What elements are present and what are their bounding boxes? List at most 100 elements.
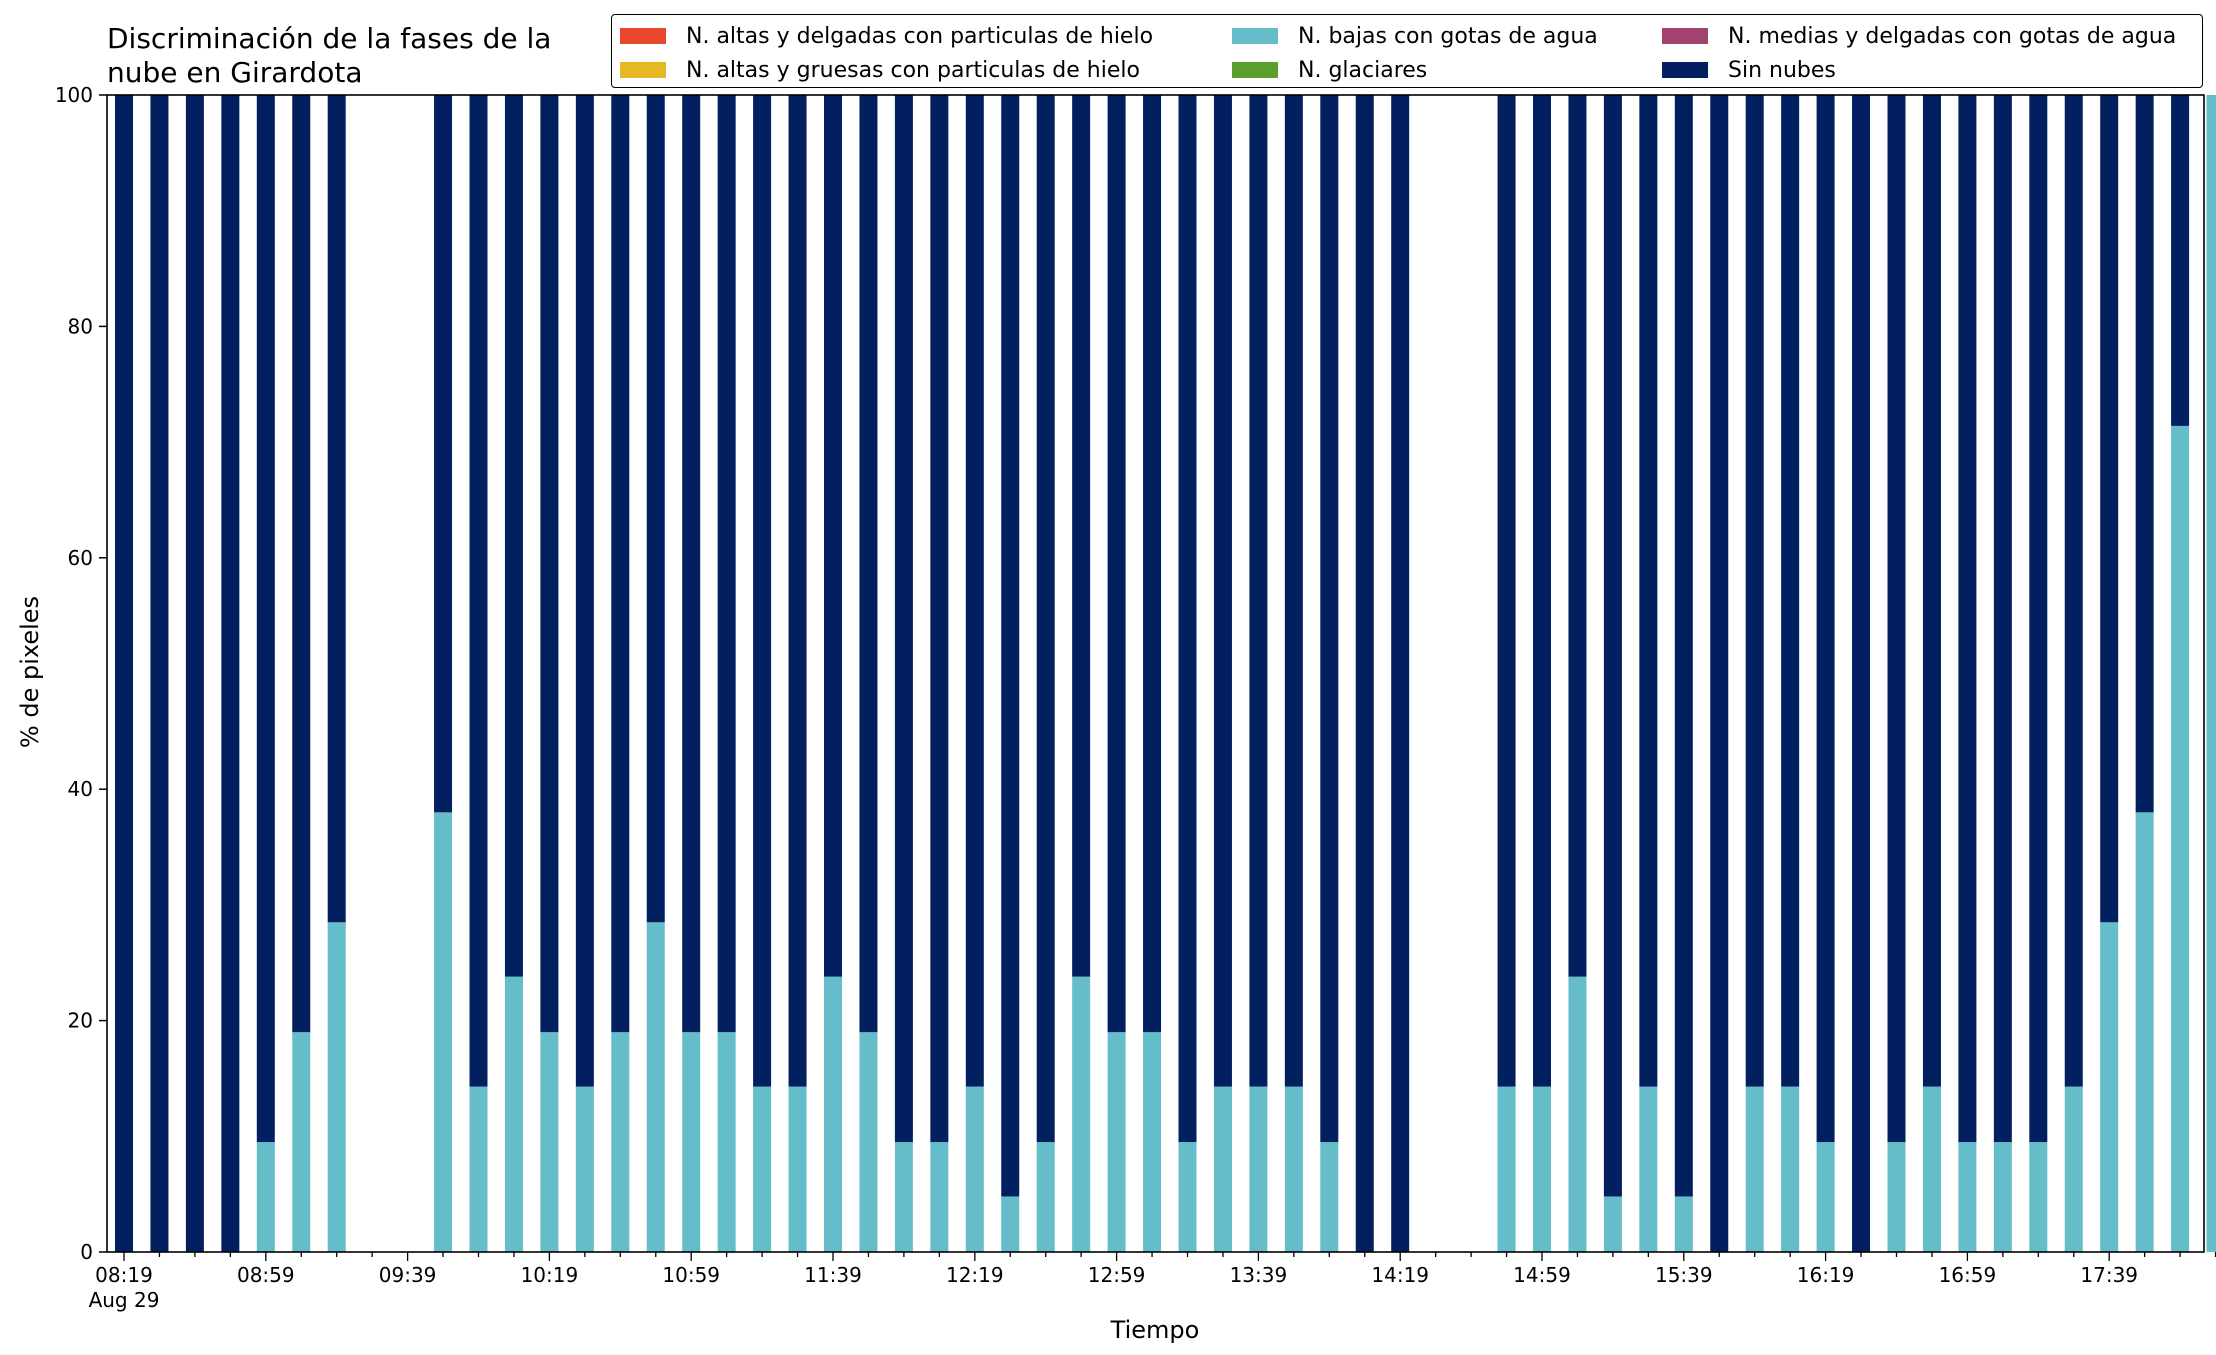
bar-segment-bajas [540,1032,559,1252]
bar-segment-sin-nubes [930,95,949,1143]
bar-segment-sin-nubes [540,95,559,1033]
chart-title-line-2: nube en Girardota [107,56,363,89]
bar-segment-sin-nubes [611,95,630,1033]
bar-segment-sin-nubes [1993,95,2012,1143]
bar-segment-sin-nubes [1178,95,1197,1143]
bar-segment-sin-nubes [894,95,913,1143]
x-tick-label: 15:39 [1655,1263,1713,1287]
bar-segment-sin-nubes [1816,95,1835,1143]
legend-item-glaciares: N. glaciares [1232,53,1662,87]
bar-segment-bajas [2206,95,2216,1252]
bar-segment-bajas [469,1086,488,1252]
bar-segment-bajas [575,1086,594,1252]
legend-label: Sin nubes [1728,57,1836,83]
legend-item-altas-gruesas: N. altas y gruesas con particulas de hie… [620,53,1232,87]
bar-segment-sin-nubes [1072,95,1091,977]
bar-segment-bajas [682,1032,701,1252]
bar-segment-bajas [1107,1032,1126,1252]
legend-swatch [1232,62,1278,78]
x-tick-label: 08:59 [237,1263,295,1287]
bar-segment-sin-nubes [1887,95,1906,1143]
x-tick-label: 16:19 [1797,1263,1855,1287]
bar-segment-sin-nubes [1143,95,1162,1033]
bar-segment-sin-nubes [1533,95,1551,1087]
x-tick-sublabel: Aug 29 [89,1288,160,1312]
bar-segment-sin-nubes [965,95,984,1087]
bar-segment-bajas [327,922,346,1252]
bar-segment-sin-nubes [434,95,453,813]
x-tick-label: 10:59 [662,1263,720,1287]
legend: N. altas y delgadas con particulas de hi… [611,14,2203,88]
bar-segment-sin-nubes [1391,95,1410,1252]
bar-segment-bajas [717,1032,736,1252]
bar-segment-bajas [930,1142,949,1252]
legend-swatch [620,28,666,44]
legend-item-altas-delgadas: N. altas y delgadas con particulas de hi… [620,19,1232,53]
y-tick-label: 40 [68,777,93,801]
bar-segment-bajas [1001,1196,1020,1252]
bar-segment-sin-nubes [824,95,842,977]
bar-segment-bajas [1568,976,1587,1252]
bar-segment-sin-nubes [717,95,736,1033]
legend-item-medias-delgadas: N. medias y delgadas con gotas de agua [1662,19,2202,53]
x-tick-label: 17:39 [2080,1263,2138,1287]
legend-label: N. bajas con gotas de agua [1298,23,1598,49]
y-axis: 0 20 40 60 80 100 [55,83,107,1264]
x-tick-label: 16:59 [1939,1263,1997,1287]
x-tick-label: 09:39 [379,1263,437,1287]
x-axis-label: Tiempo [1110,1316,1200,1344]
bar-segment-bajas [1781,1086,1800,1252]
bar-segment-bajas [1213,1086,1232,1252]
bar-segment-sin-nubes [1249,95,1268,1087]
legend-label: N. medias y delgadas con gotas de agua [1728,23,2177,49]
bar-segment-bajas [292,1032,311,1252]
bars-group [115,95,2216,1252]
legend-swatch [1232,28,1278,44]
legend-swatch [620,62,666,78]
bar-segment-bajas [1178,1142,1197,1252]
bar-segment-sin-nubes [2100,95,2119,923]
chart-title: Discriminación de la fases de la nube en… [107,22,627,90]
bar-segment-sin-nubes [1001,95,1020,1197]
bar-segment-sin-nubes [1355,95,1374,1252]
bar-segment-bajas [2171,425,2190,1252]
bar-segment-sin-nubes [2135,95,2154,813]
bar-segment-bajas [753,1086,772,1252]
bar-segment-sin-nubes [1284,95,1303,1087]
bar-segment-bajas [1320,1142,1339,1252]
legend-swatch [1662,28,1708,44]
bar-segment-bajas [1036,1142,1055,1252]
bar-segment-sin-nubes [1781,95,1800,1087]
chart-title-line-1: Discriminación de la fases de la [107,22,552,55]
bar-segment-bajas [1533,1086,1551,1252]
bar-segment-sin-nubes [682,95,701,1033]
bar-segment-bajas [504,976,523,1252]
bar-segment-bajas [1674,1196,1693,1252]
bar-segment-bajas [1887,1142,1906,1252]
y-tick-label: 100 [55,83,93,107]
bar-segment-sin-nubes [575,95,594,1087]
bar-segment-bajas [1922,1086,1941,1252]
bar-segment-sin-nubes [115,95,133,1252]
bar-segment-bajas [894,1142,913,1252]
x-tick-label: 11:39 [804,1263,862,1287]
bar-segment-bajas [2135,812,2154,1252]
bar-segment-sin-nubes [504,95,523,977]
bar-segment-sin-nubes [469,95,488,1087]
bar-segment-sin-nubes [1320,95,1339,1143]
bar-segment-bajas [965,1086,984,1252]
bar-segment-sin-nubes [292,95,311,1033]
bar-segment-bajas [1993,1142,2012,1252]
bar-segment-bajas [824,976,842,1252]
bar-segment-sin-nubes [1852,95,1871,1252]
bar-segment-bajas [1143,1032,1162,1252]
bar-segment-sin-nubes [256,95,275,1143]
bar-segment-bajas [1745,1086,1764,1252]
x-axis: 08:19 08:59 09:39 10:19 10:59 11:39 12:19 12:59… [89,1252,2216,1312]
bar-segment-sin-nubes [2064,95,2083,1087]
bar-segment-sin-nubes [1922,95,1941,1087]
bar-segment-sin-nubes [1710,95,1729,1252]
bar-segment-sin-nubes [2029,95,2048,1143]
bar-segment-sin-nubes [788,95,807,1087]
bar-segment-sin-nubes [185,95,204,1252]
